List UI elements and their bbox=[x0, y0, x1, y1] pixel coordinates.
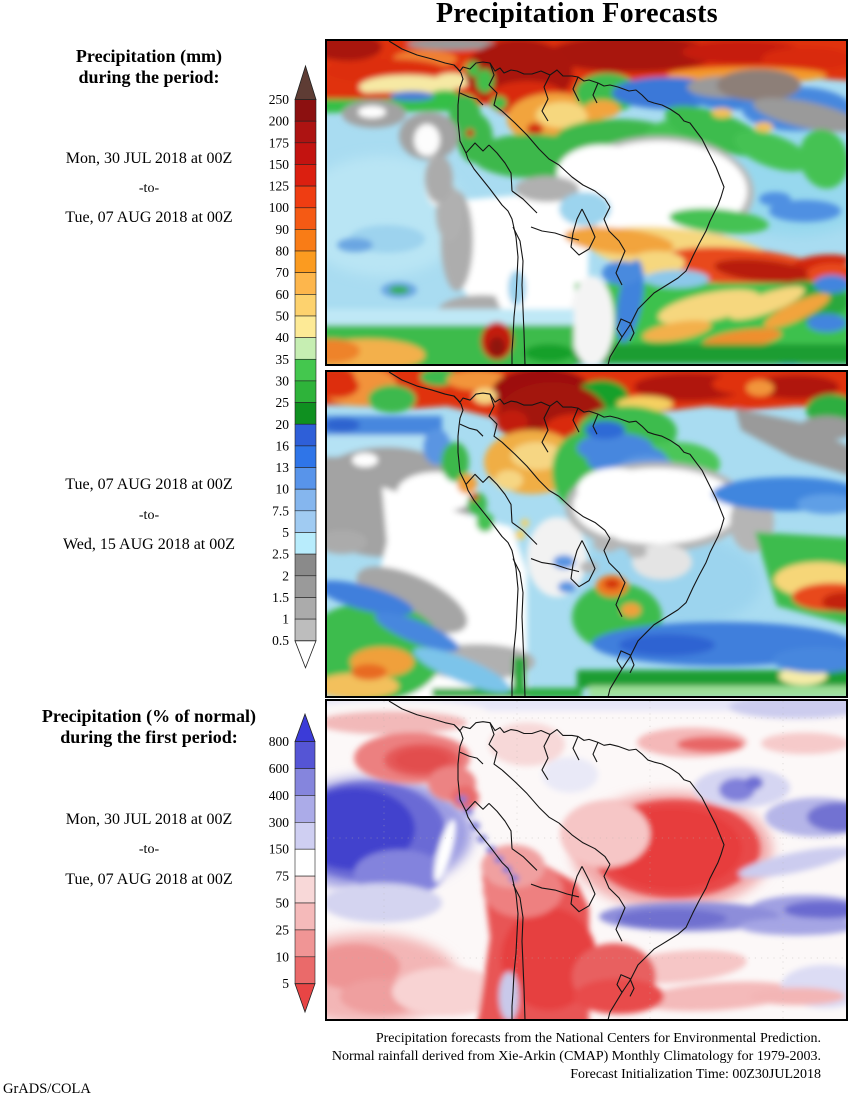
svg-text:80: 80 bbox=[276, 244, 290, 259]
svg-text:13: 13 bbox=[276, 460, 290, 475]
svg-text:2: 2 bbox=[282, 568, 289, 583]
svg-text:100: 100 bbox=[269, 200, 290, 215]
svg-text:30: 30 bbox=[276, 373, 290, 388]
svg-text:300: 300 bbox=[269, 815, 290, 830]
svg-text:200: 200 bbox=[269, 114, 290, 129]
svg-text:70: 70 bbox=[276, 265, 290, 280]
svg-text:250: 250 bbox=[269, 92, 290, 107]
svg-text:25: 25 bbox=[276, 395, 290, 410]
svg-text:150: 150 bbox=[269, 157, 290, 172]
svg-text:150: 150 bbox=[269, 842, 290, 857]
svg-text:800: 800 bbox=[269, 734, 290, 749]
svg-text:400: 400 bbox=[269, 788, 290, 803]
svg-text:10: 10 bbox=[276, 482, 290, 497]
svg-text:16: 16 bbox=[276, 438, 290, 453]
svg-text:25: 25 bbox=[276, 922, 290, 937]
svg-text:125: 125 bbox=[269, 179, 290, 194]
svg-text:0.5: 0.5 bbox=[272, 633, 289, 648]
svg-text:40: 40 bbox=[276, 330, 290, 345]
svg-text:10: 10 bbox=[276, 949, 290, 964]
svg-text:60: 60 bbox=[276, 287, 290, 302]
svg-text:75: 75 bbox=[276, 869, 290, 884]
svg-text:600: 600 bbox=[269, 761, 290, 776]
svg-text:2.5: 2.5 bbox=[272, 547, 289, 562]
svg-text:90: 90 bbox=[276, 222, 290, 237]
svg-text:175: 175 bbox=[269, 135, 290, 150]
svg-text:50: 50 bbox=[276, 896, 290, 911]
svg-text:20: 20 bbox=[276, 417, 290, 432]
svg-text:35: 35 bbox=[276, 352, 290, 367]
svg-text:50: 50 bbox=[276, 309, 290, 324]
svg-text:5: 5 bbox=[282, 525, 289, 540]
svg-text:5: 5 bbox=[282, 976, 289, 991]
svg-text:1: 1 bbox=[282, 612, 289, 627]
svg-text:1.5: 1.5 bbox=[272, 590, 289, 605]
svg-text:7.5: 7.5 bbox=[272, 503, 289, 518]
